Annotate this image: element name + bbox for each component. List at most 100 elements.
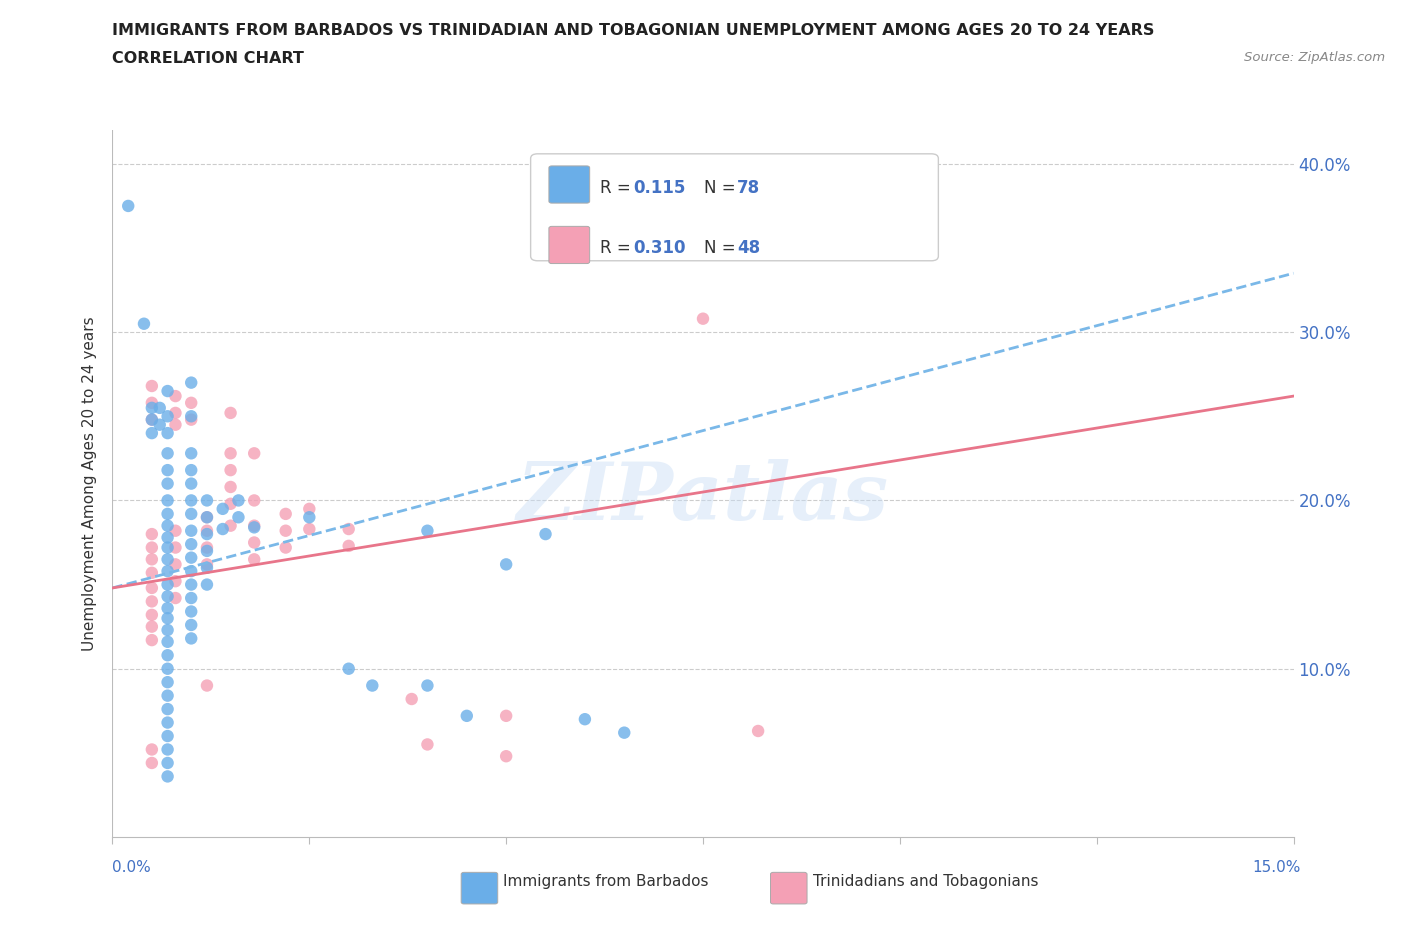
Point bbox=[156, 728, 179, 743]
Point bbox=[195, 510, 218, 525]
Point bbox=[274, 540, 297, 555]
Point bbox=[165, 389, 187, 404]
Point bbox=[141, 526, 163, 541]
Point bbox=[141, 619, 163, 634]
Text: R =: R = bbox=[599, 179, 636, 197]
Point bbox=[228, 493, 250, 508]
Point bbox=[195, 526, 218, 541]
Text: IMMIGRANTS FROM BARBADOS VS TRINIDADIAN AND TOBAGONIAN UNEMPLOYMENT AMONG AGES 2: IMMIGRANTS FROM BARBADOS VS TRINIDADIAN … bbox=[112, 23, 1154, 38]
Point bbox=[156, 507, 179, 522]
Point bbox=[180, 507, 202, 522]
Point bbox=[211, 522, 233, 537]
Point bbox=[243, 445, 266, 460]
Point bbox=[195, 560, 218, 575]
Point bbox=[156, 715, 179, 730]
Point bbox=[337, 661, 360, 676]
Point bbox=[180, 631, 202, 645]
Point bbox=[156, 622, 179, 637]
Point bbox=[156, 601, 179, 616]
Point bbox=[180, 578, 202, 592]
Point bbox=[180, 551, 202, 565]
Point bbox=[195, 543, 218, 558]
Point bbox=[141, 632, 163, 647]
Point bbox=[149, 401, 172, 416]
Point bbox=[141, 755, 163, 770]
Point bbox=[165, 524, 187, 538]
Point bbox=[416, 678, 439, 693]
Text: Trinidadians and Tobagonians: Trinidadians and Tobagonians bbox=[813, 874, 1038, 889]
Point bbox=[180, 395, 202, 410]
Text: 48: 48 bbox=[737, 239, 761, 258]
Point bbox=[141, 426, 163, 441]
Point bbox=[219, 445, 242, 460]
Point bbox=[180, 537, 202, 551]
Point bbox=[180, 463, 202, 478]
Text: 78: 78 bbox=[737, 179, 761, 197]
Text: 15.0%: 15.0% bbox=[1253, 860, 1301, 875]
Point bbox=[141, 379, 163, 393]
Point bbox=[416, 524, 439, 538]
Point bbox=[195, 510, 218, 525]
Point bbox=[274, 524, 297, 538]
Point bbox=[195, 557, 218, 572]
Point bbox=[180, 445, 202, 460]
Point bbox=[195, 524, 218, 538]
Point bbox=[211, 501, 233, 516]
Text: Immigrants from Barbados: Immigrants from Barbados bbox=[503, 874, 709, 889]
Point bbox=[156, 769, 179, 784]
Point bbox=[298, 501, 321, 516]
Point bbox=[219, 463, 242, 478]
Text: 0.0%: 0.0% bbox=[112, 860, 152, 875]
Point bbox=[156, 463, 179, 478]
Point bbox=[243, 493, 266, 508]
Point bbox=[219, 405, 242, 420]
Point bbox=[180, 375, 202, 390]
Point bbox=[156, 648, 179, 663]
Text: N =: N = bbox=[703, 179, 741, 197]
Point bbox=[165, 405, 187, 420]
Point bbox=[156, 755, 179, 770]
Point bbox=[692, 312, 714, 326]
Point bbox=[156, 611, 179, 626]
Text: R =: R = bbox=[599, 239, 636, 258]
Point bbox=[495, 709, 517, 724]
Point bbox=[195, 540, 218, 555]
Point bbox=[141, 412, 163, 427]
Point bbox=[337, 522, 360, 537]
Text: 0.310: 0.310 bbox=[633, 239, 686, 258]
Point bbox=[156, 661, 179, 676]
Point bbox=[156, 688, 179, 703]
Point bbox=[243, 535, 266, 550]
Point bbox=[141, 540, 163, 555]
Point bbox=[180, 493, 202, 508]
Point bbox=[141, 607, 163, 622]
Point bbox=[574, 711, 596, 726]
Point bbox=[141, 580, 163, 595]
Point bbox=[243, 551, 266, 566]
Point bbox=[219, 518, 242, 533]
Point bbox=[141, 412, 163, 427]
Point bbox=[165, 540, 187, 555]
Point bbox=[165, 557, 187, 572]
Point bbox=[156, 383, 179, 398]
Point bbox=[156, 675, 179, 690]
Point bbox=[141, 551, 163, 566]
Point bbox=[156, 445, 179, 460]
Point bbox=[132, 316, 155, 331]
Point bbox=[141, 565, 163, 580]
Point bbox=[613, 725, 636, 740]
Point bbox=[156, 476, 179, 491]
Point bbox=[298, 522, 321, 537]
Point bbox=[156, 551, 179, 566]
Point bbox=[180, 604, 202, 619]
Point bbox=[361, 678, 384, 693]
Point bbox=[156, 518, 179, 533]
Point bbox=[156, 409, 179, 424]
Point bbox=[165, 591, 187, 605]
Point bbox=[180, 591, 202, 605]
Point bbox=[195, 493, 218, 508]
Point bbox=[156, 493, 179, 508]
Point bbox=[156, 426, 179, 441]
Point bbox=[156, 742, 179, 757]
Point bbox=[456, 709, 478, 724]
